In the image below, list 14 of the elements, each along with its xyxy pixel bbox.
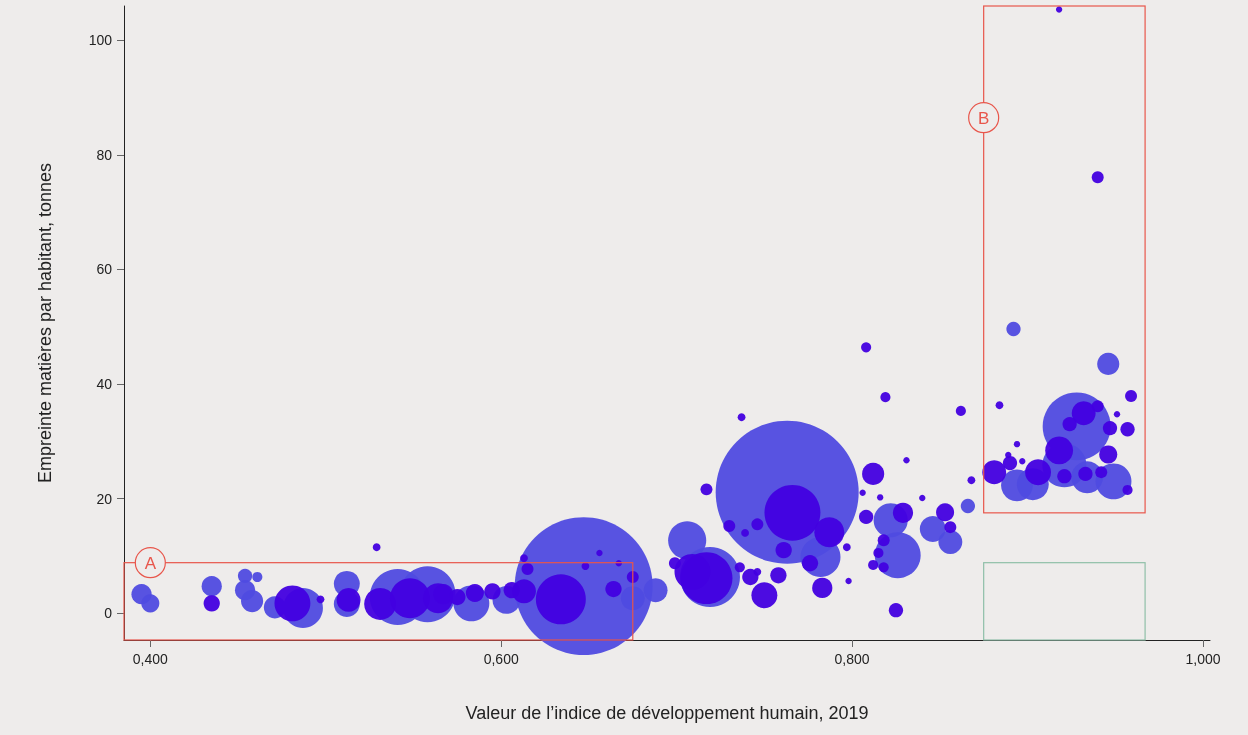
y-tick-label: 60	[96, 261, 113, 278]
x-tick-label: 0,800	[834, 651, 870, 667]
x-axis-title: Valeur de l’indice de développement humain, 2019	[465, 703, 869, 723]
x-tick-label: 1,000	[1185, 651, 1221, 667]
x-tick-label: 0,400	[132, 651, 169, 667]
y-tick-label: 20	[96, 490, 113, 507]
annotation: B	[978, 108, 990, 128]
annotation: A	[144, 553, 157, 573]
y-tick-label: 0	[104, 605, 113, 622]
y-tick-label: 100	[88, 32, 113, 49]
y-tick-label: 40	[96, 375, 113, 392]
y-tick-label: 80	[96, 146, 113, 163]
y-axis-title: Empreinte matières par habitant, tonnes	[35, 162, 55, 484]
x-tick-label: 0,600	[483, 651, 519, 667]
